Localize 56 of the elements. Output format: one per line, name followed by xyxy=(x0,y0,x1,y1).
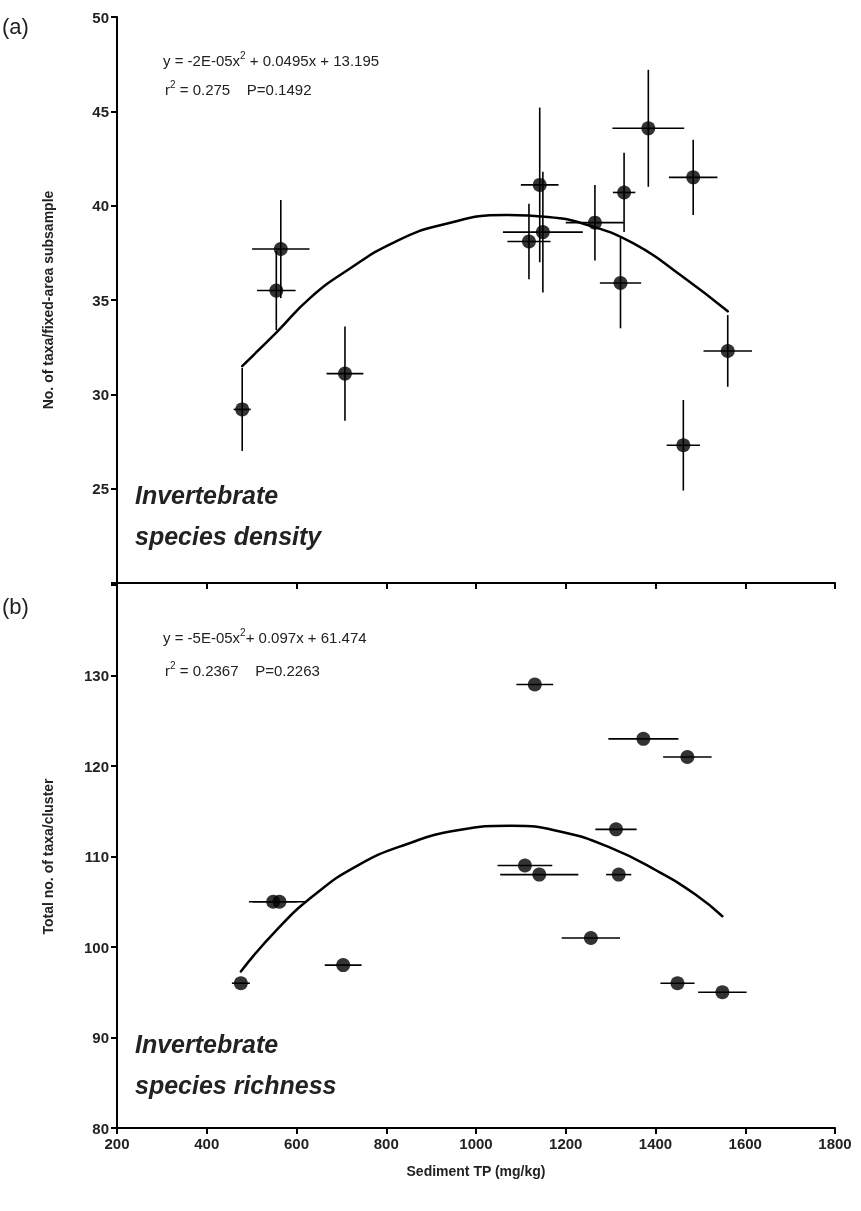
y-tick-label: 25 xyxy=(92,480,109,498)
point xyxy=(611,867,626,882)
x-tick-label: 1200 xyxy=(549,1135,583,1152)
x-tick-label: 200 xyxy=(104,1135,130,1152)
annotation: Invertebrate species richness xyxy=(135,1029,337,1099)
y-tick-label: 45 xyxy=(92,102,109,120)
y-tick-label: 120 xyxy=(83,757,109,775)
point xyxy=(269,283,284,298)
point xyxy=(587,215,602,230)
y-tick-label: 90 xyxy=(92,1029,109,1046)
x-tick-label: 1000 xyxy=(459,1135,493,1152)
point xyxy=(535,225,550,240)
line-series xyxy=(239,824,724,973)
annotation: Invertebrate species density xyxy=(135,480,323,550)
point xyxy=(235,402,250,417)
point xyxy=(670,976,685,991)
point xyxy=(715,985,730,1000)
x-tick-label: 800 xyxy=(373,1135,399,1152)
point xyxy=(686,170,701,185)
point xyxy=(337,366,352,381)
x-axis-title: Sediment TP (mg/kg) xyxy=(406,1163,546,1179)
x-tick-label: 1600 xyxy=(728,1135,762,1152)
point xyxy=(720,343,735,358)
text: (a) xyxy=(2,13,29,39)
text: (b) xyxy=(2,593,29,619)
y-tick-label: 80 xyxy=(92,1119,109,1137)
point xyxy=(272,894,287,909)
x-tick-label: 600 xyxy=(283,1135,310,1152)
x-tick-label: 1400 xyxy=(638,1135,673,1152)
point xyxy=(336,958,351,973)
point xyxy=(609,822,624,837)
point xyxy=(233,976,248,991)
point xyxy=(527,677,542,692)
y-tick-label: 30 xyxy=(92,385,109,403)
y-tick-label: 110 xyxy=(84,848,109,865)
point xyxy=(613,276,628,291)
point xyxy=(680,749,695,764)
y-tick-label: 100 xyxy=(83,938,109,956)
point xyxy=(273,242,288,257)
point xyxy=(517,858,532,873)
point xyxy=(617,185,632,200)
x-tick-label: 400 xyxy=(194,1135,220,1152)
point xyxy=(532,867,547,882)
y-tick-label: 130 xyxy=(83,667,109,684)
y-tick-label: 35 xyxy=(92,291,109,309)
y-tick-label: 50 xyxy=(92,8,109,26)
point xyxy=(532,177,547,192)
point xyxy=(641,121,656,136)
point xyxy=(521,234,536,249)
y-axis-title: Total no. of taxa/cluster xyxy=(40,777,56,935)
point xyxy=(676,438,691,453)
point xyxy=(583,930,598,945)
point xyxy=(636,731,651,746)
x-tick-label: 1800 xyxy=(818,1135,852,1152)
y-tick-label: 40 xyxy=(92,197,109,215)
y-axis-title: No. of taxa/fixed-area subsample xyxy=(40,190,56,410)
